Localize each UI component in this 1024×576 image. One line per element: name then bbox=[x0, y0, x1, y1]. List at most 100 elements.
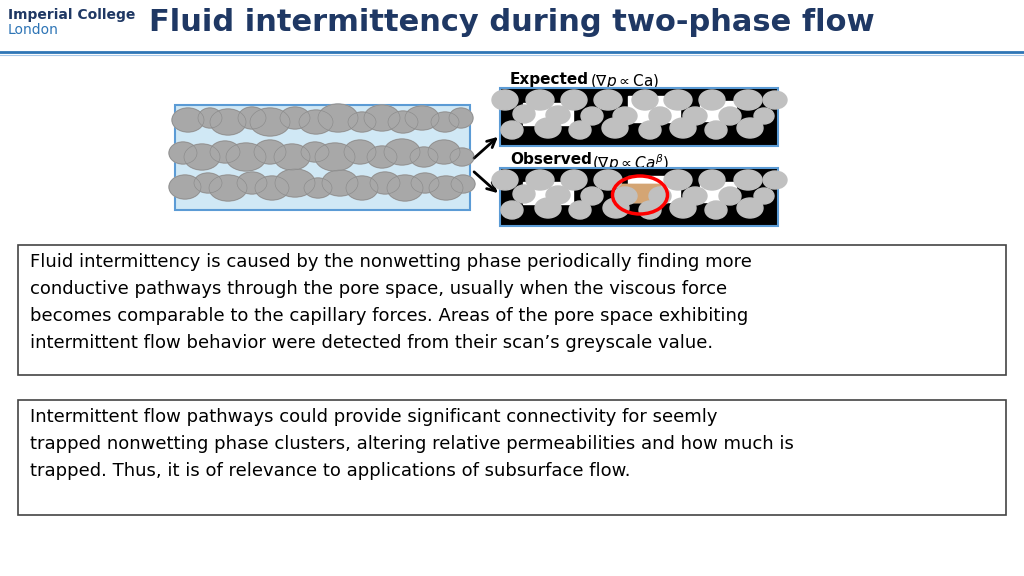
Ellipse shape bbox=[683, 107, 707, 125]
Ellipse shape bbox=[639, 201, 662, 219]
Ellipse shape bbox=[364, 105, 400, 131]
Ellipse shape bbox=[602, 118, 628, 138]
Ellipse shape bbox=[737, 198, 763, 218]
Bar bbox=[628, 176, 680, 202]
Text: Imperial College: Imperial College bbox=[8, 8, 135, 22]
Ellipse shape bbox=[754, 188, 774, 204]
Ellipse shape bbox=[411, 173, 439, 193]
Ellipse shape bbox=[492, 90, 518, 110]
Ellipse shape bbox=[254, 140, 286, 164]
Text: Fluid intermittency is caused by the nonwetting phase periodically finding more
: Fluid intermittency is caused by the non… bbox=[30, 253, 752, 353]
Ellipse shape bbox=[209, 175, 247, 201]
Ellipse shape bbox=[754, 108, 774, 124]
Ellipse shape bbox=[370, 172, 400, 194]
Ellipse shape bbox=[763, 171, 787, 189]
Ellipse shape bbox=[649, 107, 671, 125]
Ellipse shape bbox=[384, 139, 420, 165]
Ellipse shape bbox=[237, 172, 267, 194]
Ellipse shape bbox=[639, 121, 662, 139]
Ellipse shape bbox=[594, 90, 622, 110]
Ellipse shape bbox=[569, 201, 591, 219]
Ellipse shape bbox=[546, 106, 570, 124]
Text: Intermittent flow pathways could provide significant connectivity for seemly
tra: Intermittent flow pathways could provide… bbox=[30, 408, 794, 480]
Bar bbox=[700, 182, 736, 202]
Ellipse shape bbox=[226, 143, 266, 171]
Ellipse shape bbox=[561, 90, 587, 110]
Ellipse shape bbox=[169, 175, 201, 199]
Ellipse shape bbox=[501, 121, 523, 139]
Bar bbox=[523, 182, 573, 204]
Bar bbox=[618, 184, 660, 202]
Ellipse shape bbox=[198, 108, 222, 128]
Bar bbox=[500, 88, 778, 146]
Ellipse shape bbox=[719, 107, 741, 125]
Ellipse shape bbox=[699, 170, 725, 190]
Ellipse shape bbox=[705, 121, 727, 139]
Ellipse shape bbox=[169, 142, 197, 164]
Ellipse shape bbox=[280, 107, 310, 129]
Ellipse shape bbox=[699, 90, 725, 110]
Ellipse shape bbox=[344, 140, 376, 164]
Bar bbox=[628, 96, 680, 122]
Ellipse shape bbox=[322, 170, 358, 196]
Ellipse shape bbox=[410, 147, 438, 167]
Ellipse shape bbox=[670, 118, 696, 138]
Ellipse shape bbox=[348, 112, 376, 132]
Ellipse shape bbox=[274, 144, 310, 170]
Ellipse shape bbox=[670, 198, 696, 218]
Ellipse shape bbox=[250, 108, 290, 136]
Ellipse shape bbox=[299, 110, 333, 134]
Ellipse shape bbox=[581, 187, 603, 205]
Ellipse shape bbox=[501, 201, 523, 219]
Ellipse shape bbox=[429, 176, 463, 200]
Bar bbox=[18, 400, 1006, 515]
Text: $(\nabla p \propto Ca^{\beta})$: $(\nabla p \propto Ca^{\beta})$ bbox=[592, 152, 670, 174]
Bar bbox=[618, 184, 660, 202]
Ellipse shape bbox=[210, 141, 240, 163]
Ellipse shape bbox=[649, 187, 671, 205]
Ellipse shape bbox=[763, 91, 787, 109]
Ellipse shape bbox=[194, 173, 222, 193]
Ellipse shape bbox=[513, 105, 535, 123]
Ellipse shape bbox=[367, 146, 397, 168]
Ellipse shape bbox=[275, 169, 315, 197]
Ellipse shape bbox=[428, 140, 460, 164]
Ellipse shape bbox=[664, 170, 692, 190]
Ellipse shape bbox=[172, 108, 204, 132]
Ellipse shape bbox=[301, 142, 329, 162]
Ellipse shape bbox=[581, 107, 603, 125]
Ellipse shape bbox=[664, 90, 692, 110]
Text: Fluid intermittency during two-phase flow: Fluid intermittency during two-phase flo… bbox=[150, 8, 874, 37]
Ellipse shape bbox=[315, 143, 355, 171]
Ellipse shape bbox=[184, 144, 220, 170]
Ellipse shape bbox=[238, 107, 266, 129]
Ellipse shape bbox=[535, 198, 561, 218]
Ellipse shape bbox=[705, 201, 727, 219]
Ellipse shape bbox=[535, 118, 561, 138]
Ellipse shape bbox=[569, 121, 591, 139]
Ellipse shape bbox=[387, 175, 423, 201]
Ellipse shape bbox=[683, 187, 707, 205]
Bar bbox=[175, 105, 470, 210]
Text: Expected: Expected bbox=[510, 72, 589, 87]
Text: London: London bbox=[8, 23, 58, 37]
Ellipse shape bbox=[526, 90, 554, 110]
Ellipse shape bbox=[546, 186, 570, 204]
Bar bbox=[18, 245, 1006, 375]
Ellipse shape bbox=[388, 111, 418, 133]
Ellipse shape bbox=[304, 178, 332, 198]
Ellipse shape bbox=[492, 170, 518, 190]
Bar bbox=[523, 103, 573, 125]
Bar bbox=[500, 168, 778, 226]
Ellipse shape bbox=[603, 198, 629, 218]
Ellipse shape bbox=[451, 175, 475, 193]
Ellipse shape bbox=[210, 109, 246, 135]
Ellipse shape bbox=[431, 112, 459, 132]
Ellipse shape bbox=[449, 108, 473, 128]
Ellipse shape bbox=[561, 170, 587, 190]
Ellipse shape bbox=[255, 176, 289, 200]
Ellipse shape bbox=[526, 170, 554, 190]
Ellipse shape bbox=[632, 90, 658, 110]
Ellipse shape bbox=[450, 148, 474, 166]
Text: Observed: Observed bbox=[510, 152, 592, 167]
